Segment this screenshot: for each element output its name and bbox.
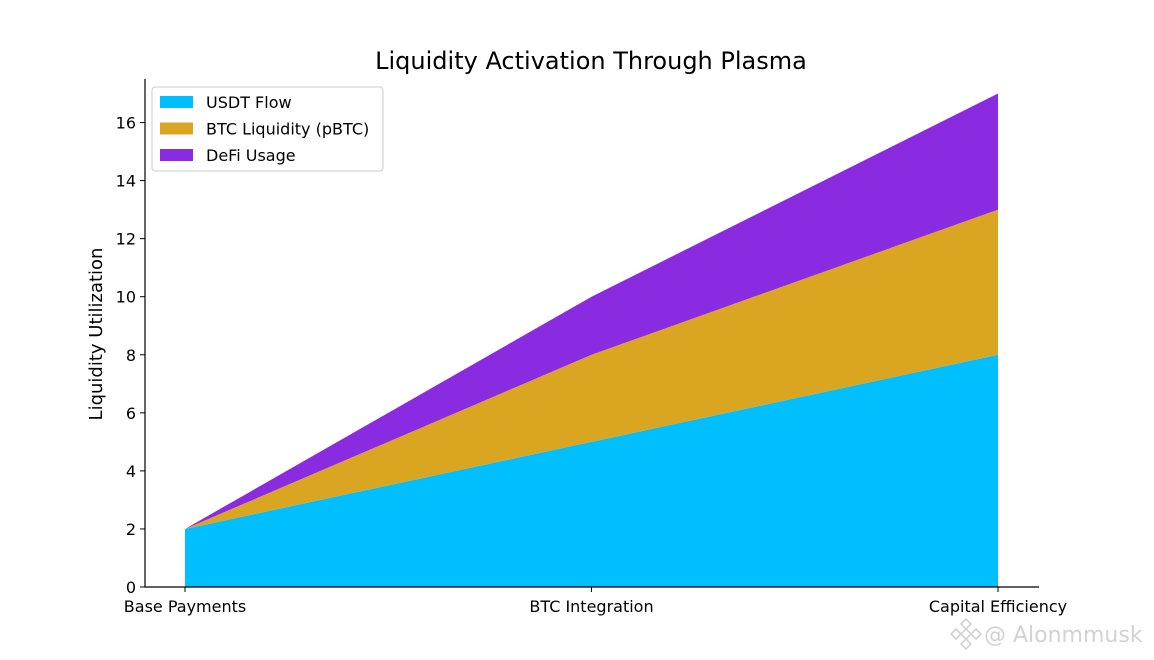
- x-tick-label: Capital Efficiency: [929, 597, 1067, 616]
- y-axis-label: Liquidity Utilization: [86, 248, 107, 421]
- y-tick-label: 6: [126, 404, 136, 423]
- legend-swatch: [160, 149, 193, 161]
- y-tick-label: 16: [116, 114, 136, 133]
- chart-title: Liquidity Activation Through Plasma: [375, 47, 807, 75]
- axes: 0 2 4 6 8 10 12 14 16 Base Payments BTC Integratio…: [116, 79, 1067, 616]
- y-tick-label: 14: [116, 172, 136, 191]
- area-btc-liquidity-pbtc: [185, 209, 998, 529]
- y-tick-label: 10: [116, 288, 136, 307]
- area-defi-usage: [185, 93, 998, 529]
- x-tick-label: BTC Integration: [529, 597, 653, 616]
- area-layers: [185, 93, 998, 587]
- legend-swatch: [160, 122, 193, 135]
- y-tick-label: 8: [126, 346, 136, 365]
- y-tick-label: 4: [126, 462, 136, 481]
- legend: USDT Flow BTC Liquidity (pBTC) DeFi Usage: [151, 86, 384, 172]
- y-tick-label: 0: [126, 578, 136, 597]
- legend-label: BTC Liquidity (pBTC): [206, 120, 369, 139]
- legend-label: DeFi Usage: [206, 146, 296, 165]
- legend-swatch: [160, 96, 193, 108]
- y-tick-label: 2: [126, 520, 136, 539]
- legend-box: [151, 86, 384, 172]
- binance-logo-icon: [949, 617, 983, 651]
- watermark: @ Alonmmusk: [949, 617, 1143, 651]
- y-tick-label: 12: [116, 230, 136, 249]
- legend-label: USDT Flow: [206, 93, 292, 112]
- watermark-text: @ Alonmmusk: [984, 623, 1143, 648]
- x-tick-label: Base Payments: [124, 597, 246, 616]
- area-usdt-flow: [185, 354, 998, 587]
